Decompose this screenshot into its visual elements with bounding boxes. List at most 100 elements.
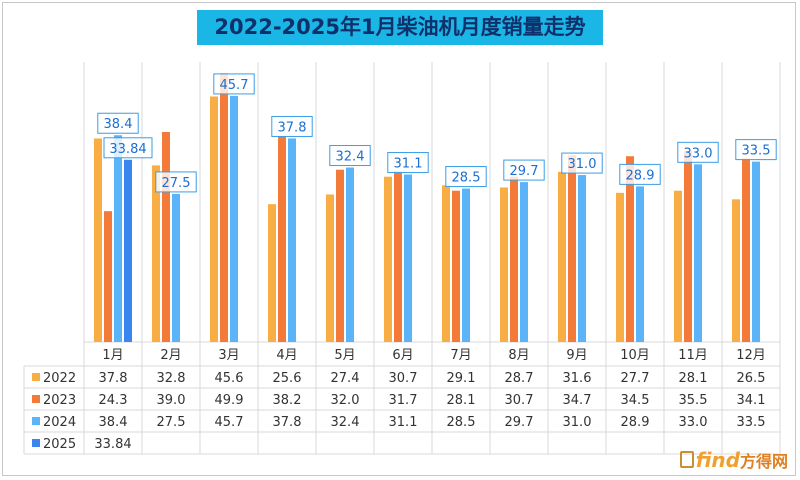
category-label: 7月 [450, 348, 471, 363]
table-cell: 29.1 [447, 371, 476, 386]
table-cell: 45.6 [215, 371, 244, 386]
bar-2022 [732, 199, 740, 342]
bar-2022 [674, 190, 682, 342]
category-label: 2月 [160, 348, 181, 363]
bar-2024 [288, 138, 296, 342]
category-label: 9月 [566, 348, 587, 363]
bar-2024 [172, 193, 180, 342]
bar-2022 [152, 165, 160, 342]
table-cell: 39.0 [157, 393, 186, 408]
table-cell: 25.6 [273, 371, 302, 386]
bar-2023 [742, 158, 750, 342]
data-label: 38.4 [104, 117, 133, 132]
category-label: 4月 [276, 348, 297, 363]
bar-2024 [462, 188, 470, 342]
category-label: 5月 [334, 348, 355, 363]
table-cell: 29.7 [505, 415, 534, 430]
legend-label-2023: 2023 [43, 393, 76, 408]
data-label: 28.9 [626, 168, 655, 183]
data-label-box [503, 159, 545, 181]
bar-2024 [404, 174, 412, 342]
bar-2023 [452, 190, 460, 342]
category-label: 12月 [736, 348, 766, 363]
bar-2023 [104, 211, 112, 342]
legend-swatch-2025 [32, 439, 40, 447]
data-label: 31.1 [394, 157, 423, 172]
bar-2023 [394, 171, 402, 342]
table-cell: 28.5 [447, 415, 476, 430]
data-label: 45.7 [220, 78, 249, 93]
table-cell: 45.7 [215, 415, 244, 430]
table-cell: 27.4 [331, 371, 360, 386]
data-label-box [619, 163, 661, 185]
table-cell: 32.0 [331, 393, 360, 408]
bar-2022 [558, 171, 566, 342]
table-cell: 27.7 [621, 371, 650, 386]
bar-2022 [210, 96, 218, 342]
category-label: 6月 [392, 348, 413, 363]
table-cell: 31.1 [389, 415, 418, 430]
legend-label-2025: 2025 [43, 437, 76, 452]
data-label: 33.5 [742, 144, 771, 159]
table-cell: 37.8 [273, 415, 302, 430]
table-cell: 26.5 [737, 371, 766, 386]
category-label: 8月 [508, 348, 529, 363]
data-label: 37.8 [278, 120, 307, 135]
legend-swatch-2023 [32, 395, 40, 403]
bar-2024 [346, 167, 354, 342]
data-label-box [271, 115, 313, 137]
table-cell: 27.5 [157, 415, 186, 430]
table-cell: 24.3 [99, 393, 128, 408]
bar-2023 [684, 150, 692, 342]
bar-2024 [752, 161, 760, 342]
table-cell: 34.1 [737, 393, 766, 408]
legend-label-2022: 2022 [43, 371, 76, 386]
bar-2023 [220, 73, 228, 343]
data-label: 32.4 [336, 150, 365, 165]
table-cell: 34.7 [563, 393, 592, 408]
data-label: 31.0 [568, 157, 597, 172]
bar-2022 [616, 192, 624, 342]
data-label-box [103, 137, 153, 159]
bar-2025 [124, 159, 132, 342]
category-label: 1月 [102, 348, 123, 363]
data-label: 28.5 [452, 171, 481, 186]
legend-swatch-2022 [32, 373, 40, 381]
bar-2022 [268, 204, 276, 342]
data-label-box [387, 152, 429, 174]
bar-2023 [162, 132, 170, 342]
data-label-box [329, 145, 371, 167]
table-cell: 49.9 [215, 393, 244, 408]
data-label-box [155, 171, 197, 193]
bar-2024 [636, 186, 644, 342]
table-cell: 34.5 [621, 393, 650, 408]
bar-2023 [626, 156, 634, 342]
chart-title: 2022-2025年1月柴油机月度销量走势 [197, 10, 603, 45]
table-cell: 28.1 [447, 393, 476, 408]
watermark-brand: find [695, 448, 740, 472]
data-label-box [735, 139, 777, 161]
data-label: 27.5 [162, 176, 191, 191]
watermark-logo: find方得网 [679, 448, 788, 472]
table-cell: 35.5 [679, 393, 708, 408]
table-cell: 31.7 [389, 393, 418, 408]
table-cell: 33.5 [737, 415, 766, 430]
table-cell: 32.4 [331, 415, 360, 430]
table-cell: 38.2 [273, 393, 302, 408]
table-cell: 33.84 [94, 437, 131, 452]
data-label: 33.0 [684, 146, 713, 161]
bar-2024 [578, 175, 586, 342]
table-cell: 28.9 [621, 415, 650, 430]
table-cell: 38.4 [99, 415, 128, 430]
data-label-box [561, 152, 603, 174]
data-label-box [445, 166, 487, 188]
table-cell: 30.7 [389, 371, 418, 386]
data-label-box [97, 112, 139, 134]
data-label-box [213, 73, 255, 95]
bar-2022 [326, 194, 334, 342]
legend-swatch-2024 [32, 417, 40, 425]
legend-label-2024: 2024 [43, 415, 76, 430]
bar-2023 [568, 155, 576, 342]
